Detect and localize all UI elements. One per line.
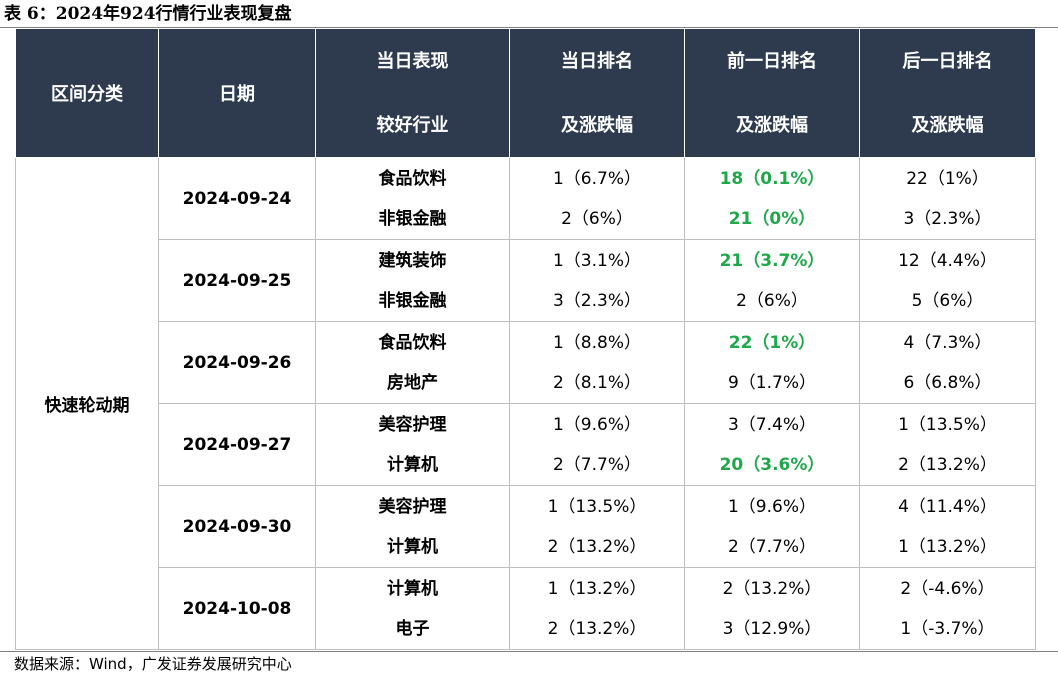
- prev-day-rank-value: 1（9.6%）: [727, 496, 816, 517]
- prev-day-rank-value: 22（1%）: [728, 332, 816, 353]
- date-cell: 2024-09-27: [158, 403, 316, 486]
- date-cell: 2024-09-25: [158, 239, 316, 322]
- footer-divider: [0, 651, 1058, 652]
- prev-day-rank-cell: 2（13.2%） 3（12.9%）: [684, 567, 860, 650]
- same-day-rank-cell: 1（13.5%） 2（13.2%）: [509, 485, 685, 568]
- next-day-rank-cell: 22（1%） 3（2.3%）: [859, 157, 1036, 240]
- same-day-rank-value: 1（3.1%）: [552, 250, 641, 271]
- next-day-rank-cell: 2（-4.6%） 1（-3.7%）: [859, 567, 1036, 650]
- prev-day-rank-value: 2（7.7%）: [727, 536, 816, 557]
- same-day-rank-value: 1（13.5%）: [547, 496, 647, 517]
- same-day-rank-cell: 1（6.7%） 2（6%）: [509, 157, 685, 240]
- industry-value: 计算机: [387, 454, 438, 475]
- same-day-rank-value: 1（6.7%）: [552, 168, 641, 189]
- prev-day-rank-cell: 22（1%） 9（1.7%）: [684, 321, 860, 404]
- next-day-rank-cell: 12（4.4%） 5（6%）: [859, 239, 1036, 322]
- caption-divider: [0, 27, 1058, 28]
- industry-cell: 美容护理 计算机: [315, 485, 510, 568]
- industry-value: 建筑装饰: [378, 250, 447, 271]
- next-day-rank-value: 12（4.4%）: [898, 250, 997, 271]
- same-day-rank-value: 2（6%）: [561, 208, 633, 229]
- same-day-rank-value: 2（8.1%）: [552, 372, 641, 393]
- next-day-rank-value: 1（13.5%）: [898, 414, 997, 435]
- same-day-rank-cell: 1（13.2%） 2（13.2%）: [509, 567, 685, 650]
- prev-day-rank-value: 18（0.1%）: [719, 168, 825, 189]
- industry-cell: 建筑装饰 非银金融: [315, 239, 510, 322]
- data-source-note: 数据来源：Wind，广发证券发展研究中心: [14, 655, 292, 673]
- date-cell: 2024-10-08: [158, 567, 316, 650]
- table-row: 2024-09-27 美容护理 计算机 1（9.6%） 2（7.7%） 3（7.4%） 20…: [16, 403, 1036, 486]
- next-day-rank-value: 2（-4.6%）: [900, 578, 995, 599]
- same-day-rank-cell: 1（9.6%） 2（7.7%）: [509, 403, 685, 486]
- date-cell: 2024-09-30: [158, 485, 316, 568]
- same-day-rank-cell: 1（3.1%） 3（2.3%）: [509, 239, 685, 322]
- industry-value: 房地产: [387, 372, 438, 393]
- header-row: 区间分类 日期 当日表现 较好行业 当日排名 及涨跌幅 前一日排名 及涨跌幅 后…: [15, 28, 1036, 158]
- industry-value: 美容护理: [378, 496, 447, 517]
- industry-value: 计算机: [387, 578, 438, 599]
- date-cell: 2024-09-24: [158, 157, 316, 240]
- prev-day-rank-value: 3（12.9%）: [722, 618, 822, 639]
- next-day-rank-value: 5（6%）: [911, 290, 984, 311]
- industry-cell: 美容护理 计算机: [315, 403, 510, 486]
- industry-value: 美容护理: [378, 414, 447, 435]
- prev-day-rank-value: 20（3.6%）: [719, 454, 825, 475]
- prev-day-rank-cell: 3（7.4%） 20（3.6%）: [684, 403, 860, 486]
- header-date: 日期: [158, 28, 316, 158]
- table-row: 快速轮动期 2024-09-24 食品饮料 非银金融 1（6.7%） 2（6%） 18（0.…: [15, 157, 1036, 650]
- same-day-rank-value: 2（13.2%）: [547, 618, 647, 639]
- next-day-rank-value: 22（1%）: [906, 168, 989, 189]
- header-category: 区间分类: [15, 28, 159, 158]
- prev-day-rank-cell: 21（3.7%） 2（6%）: [684, 239, 860, 322]
- same-day-rank-value: 1（9.6%）: [552, 414, 641, 435]
- header-prev-day-rank: 前一日排名 及涨跌幅: [684, 28, 860, 158]
- next-day-rank-cell: 4（11.4%） 1（13.2%）: [859, 485, 1036, 568]
- next-day-rank-cell: 4（7.3%） 6（6.8%）: [859, 321, 1036, 404]
- category-cell: 快速轮动期: [15, 157, 159, 650]
- prev-day-rank-cell: 18（0.1%） 21（0%）: [684, 157, 860, 240]
- prev-day-rank-value: 3（7.4%）: [727, 414, 816, 435]
- industry-value: 非银金融: [378, 290, 447, 311]
- next-day-rank-value: 2（13.2%）: [898, 454, 997, 475]
- industry-value: 食品饮料: [378, 332, 447, 353]
- next-day-rank-value: 6（6.8%）: [903, 372, 992, 393]
- same-day-rank-cell: 1（8.8%） 2（8.1%）: [509, 321, 685, 404]
- prev-day-rank-value: 2（13.2%）: [722, 578, 822, 599]
- table-row: 2024-09-26 食品饮料 房地产 1（8.8%） 2（8.1%） 22（1%） 9（1…: [16, 321, 1036, 404]
- next-day-rank-value: 1（-3.7%）: [900, 618, 995, 639]
- prev-day-rank-cell: 1（9.6%） 2（7.7%）: [684, 485, 860, 568]
- table-row: 2024-10-08 计算机 电子 1（13.2%） 2（13.2%） 2（13.2%） 3…: [16, 567, 1036, 650]
- header-same-day-rank: 当日排名 及涨跌幅: [509, 28, 685, 158]
- next-day-rank-value: 4（7.3%）: [903, 332, 992, 353]
- same-day-rank-value: 2（7.7%）: [552, 454, 641, 475]
- prev-day-rank-value: 2（6%）: [736, 290, 808, 311]
- industry-value: 食品饮料: [378, 168, 447, 189]
- same-day-rank-value: 2（13.2%）: [547, 536, 647, 557]
- industry-cell: 计算机 电子: [315, 567, 510, 650]
- industry-value: 电子: [395, 618, 430, 639]
- header-industry: 当日表现 较好行业: [315, 28, 510, 158]
- prev-day-rank-value: 21（3.7%）: [719, 250, 825, 271]
- next-day-rank-value: 1（13.2%）: [898, 536, 997, 557]
- industry-value: 计算机: [387, 536, 438, 557]
- prev-day-rank-value: 21（0%）: [728, 208, 816, 229]
- next-day-rank-cell: 1（13.5%） 2（13.2%）: [859, 403, 1036, 486]
- next-day-rank-value: 3（2.3%）: [903, 208, 992, 229]
- table-row: 2024-09-30 美容护理 计算机 1（13.5%） 2（13.2%） 1（9.6%）…: [16, 485, 1036, 568]
- prev-day-rank-value: 9（1.7%）: [727, 372, 816, 393]
- industry-performance-table: 区间分类 日期 当日表现 较好行业 当日排名 及涨跌幅 前一日排名 及涨跌幅 后…: [15, 28, 1036, 650]
- header-next-day-rank: 后一日排名 及涨跌幅: [859, 28, 1036, 158]
- same-day-rank-value: 1（13.2%）: [547, 578, 647, 599]
- table-caption: 表 6：2024年924行情行业表现复盘: [4, 4, 292, 24]
- industry-cell: 食品饮料 非银金融: [315, 157, 510, 240]
- same-day-rank-value: 1（8.8%）: [552, 332, 641, 353]
- next-day-rank-value: 4（11.4%）: [898, 496, 997, 517]
- table-row: 2024-09-25 建筑装饰 非银金融 1（3.1%） 3（2.3%） 21（3.7%）…: [16, 239, 1036, 322]
- date-cell: 2024-09-26: [158, 321, 316, 404]
- industry-cell: 食品饮料 房地产: [315, 321, 510, 404]
- same-day-rank-value: 3（2.3%）: [552, 290, 641, 311]
- industry-value: 非银金融: [378, 208, 447, 229]
